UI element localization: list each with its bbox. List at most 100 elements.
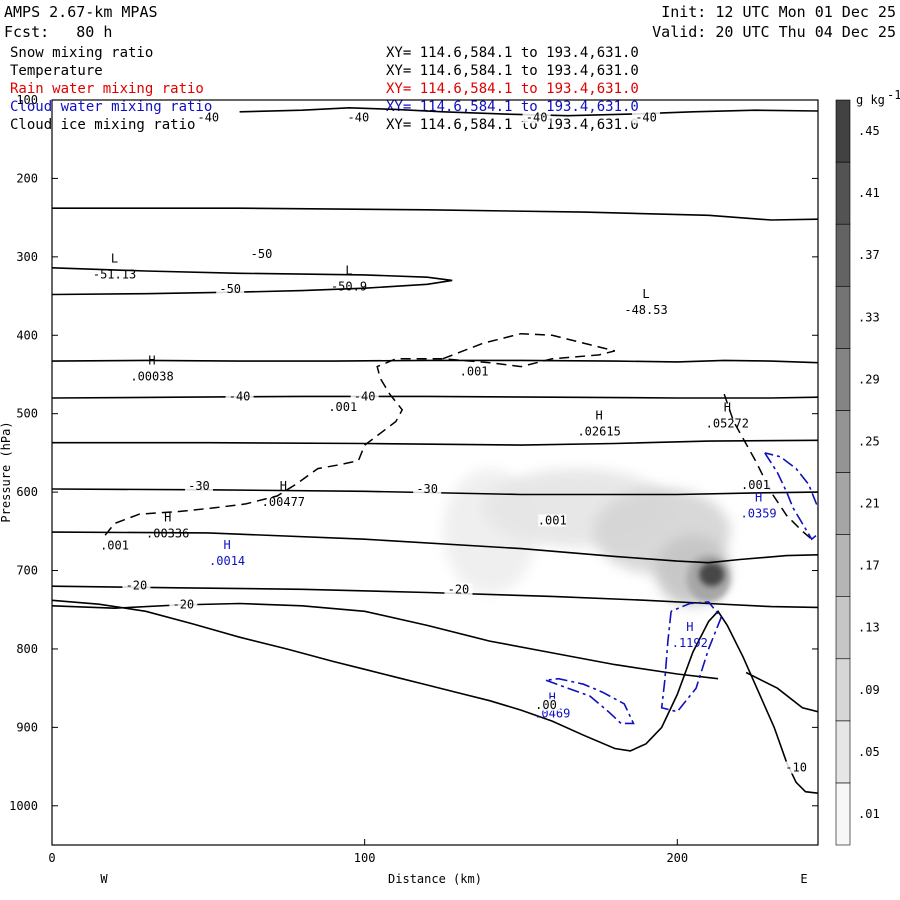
colorbar-label-3: .13 [858, 621, 880, 635]
contour-label-bg-8 [522, 111, 551, 124]
y-tick-label-5: 600 [16, 485, 38, 499]
y-tick-label-2: 300 [16, 250, 38, 264]
contour-label-bg-16 [122, 579, 151, 592]
temperature-contour-8 [52, 207, 818, 221]
y-tick-label-8: 900 [16, 720, 38, 734]
colorbar-label-8: .33 [858, 310, 880, 324]
extremum-value-2: -48.53 [624, 303, 667, 317]
colorbar-swatch-8 [835, 285, 851, 349]
colorbar-swatch-5 [835, 472, 851, 535]
contour-label-6: -40 [197, 110, 219, 124]
extremum-value-6: .00336 [146, 526, 189, 540]
field-xy-1: XY= 114.6,584.1 to 193.4,631.0 [386, 63, 639, 79]
contour-label-5: .00 [535, 698, 557, 712]
colorbar-label-1: .05 [858, 745, 880, 759]
contour-label-9: -40 [635, 110, 657, 124]
contour-label-bg-7 [344, 111, 373, 124]
extremum-value-4: .02615 [577, 424, 620, 438]
colorbar-swatch-4 [835, 534, 851, 597]
field-name-3: Cloud water mixing ratio [10, 99, 213, 115]
extremum-value-9: .1192 [672, 636, 708, 650]
temperature-contour-2 [52, 439, 818, 446]
contour-label-bg-0 [100, 539, 129, 552]
extremum-value-1: -50.9 [331, 279, 367, 293]
cloud-water-contour-1 [660, 601, 723, 713]
extremum-letter-6: H [164, 510, 171, 524]
contour-label-bg-12 [225, 390, 254, 403]
colorbar-label-11: .45 [858, 124, 880, 138]
x-tick-label-1: 100 [354, 851, 376, 865]
extremum-value-8: .0014 [209, 554, 245, 568]
field-name-4: Cloud ice mixing ratio [10, 117, 196, 133]
contour-label-bg-18 [444, 583, 473, 596]
forecast-hour: Fcst: 80 h [4, 23, 113, 41]
temperature-contour-0 [52, 359, 818, 364]
extremum-letter-3: H [148, 353, 155, 367]
contour-label-2: .001 [328, 400, 357, 414]
colorbar-label-9: .37 [858, 248, 880, 262]
contour-label-bg-10 [247, 247, 276, 260]
x-tick-label-2: 200 [666, 851, 688, 865]
extremum-letter-8: H [223, 538, 230, 552]
colorbar-label-5: .21 [858, 497, 880, 511]
colorbar-label-2: .09 [858, 683, 880, 697]
colorbar-swatch-6 [835, 410, 851, 473]
colorbar-swatch-9 [835, 223, 851, 287]
terrain-line [52, 599, 818, 794]
contour-label-10: -50 [251, 247, 273, 261]
colorbar-swatch-10 [835, 161, 851, 225]
snow-shading-5 [699, 562, 725, 587]
contour-label-16: -20 [126, 579, 148, 593]
contour-label-15: -30 [416, 482, 438, 496]
contour-label-bg-11 [216, 283, 245, 296]
contour-label-bg-3 [538, 514, 567, 527]
extremum-letter-4: H [596, 408, 603, 422]
init-time: Init: 12 UTC Mon 01 Dec 25 [661, 3, 896, 21]
cloud-water-contour-2 [764, 452, 818, 541]
x-right-label: E [800, 872, 807, 886]
colorbar-label-4: .17 [858, 559, 880, 573]
extremum-value-7: .00477 [262, 495, 305, 509]
colorbar-swatch-3 [835, 596, 851, 660]
terrain-mask [52, 600, 818, 845]
temperature-contour-10 [745, 671, 818, 713]
colorbar-swatch-11 [835, 99, 851, 163]
colorbar-unit-exponent: -1 [887, 88, 900, 102]
field-xy-3: XY= 114.6,584.1 to 193.4,631.0 [386, 99, 639, 115]
field-xy-2: XY= 114.6,584.1 to 193.4,631.0 [386, 81, 639, 97]
contour-label-bg-4 [741, 479, 770, 492]
temperature-contour-1 [52, 395, 818, 399]
contour-label-4: .001 [741, 478, 770, 492]
y-tick-label-4: 500 [16, 407, 38, 421]
field-name-0: Snow mixing ratio [10, 45, 154, 61]
contour-label-bg-9 [632, 111, 661, 124]
extremum-value-0: -51.13 [93, 268, 136, 282]
contour-label-14: -30 [188, 479, 210, 493]
field-name-2: Rain water mixing ratio [10, 81, 204, 97]
contour-label-19: -10 [785, 761, 807, 775]
extremum-letter-9: H [686, 620, 693, 634]
colorbar-unit: g kg [856, 93, 885, 107]
cloud-water-contour-0 [545, 677, 635, 725]
y-tick-label-3: 400 [16, 328, 38, 342]
y-tick-label-0: 100 [16, 93, 38, 107]
contour-label-1: .001 [460, 364, 489, 378]
extremum-value-5: .05272 [706, 417, 749, 431]
field-name-1: Temperature [10, 63, 103, 79]
x-left-label: W [100, 872, 108, 886]
temperature-contour-4 [52, 531, 818, 564]
y-axis-label: Pressure (hPa) [0, 421, 13, 522]
contour-label-bg-17 [169, 598, 198, 611]
colorbar-swatch-1 [835, 720, 851, 784]
contour-label-13: -40 [354, 390, 376, 404]
contour-label-bg-15 [413, 483, 442, 496]
temperature-contour-6 [52, 602, 719, 680]
extremum-letter-11: H [755, 491, 762, 505]
y-tick-label-6: 700 [16, 564, 38, 578]
extremum-letter-10: H [549, 691, 556, 705]
model-title: AMPS 2.67-km MPAS [4, 3, 158, 21]
y-tick-label-9: 1000 [9, 799, 38, 813]
contour-label-8: -40 [526, 110, 548, 124]
contour-label-bg-6 [194, 111, 223, 124]
